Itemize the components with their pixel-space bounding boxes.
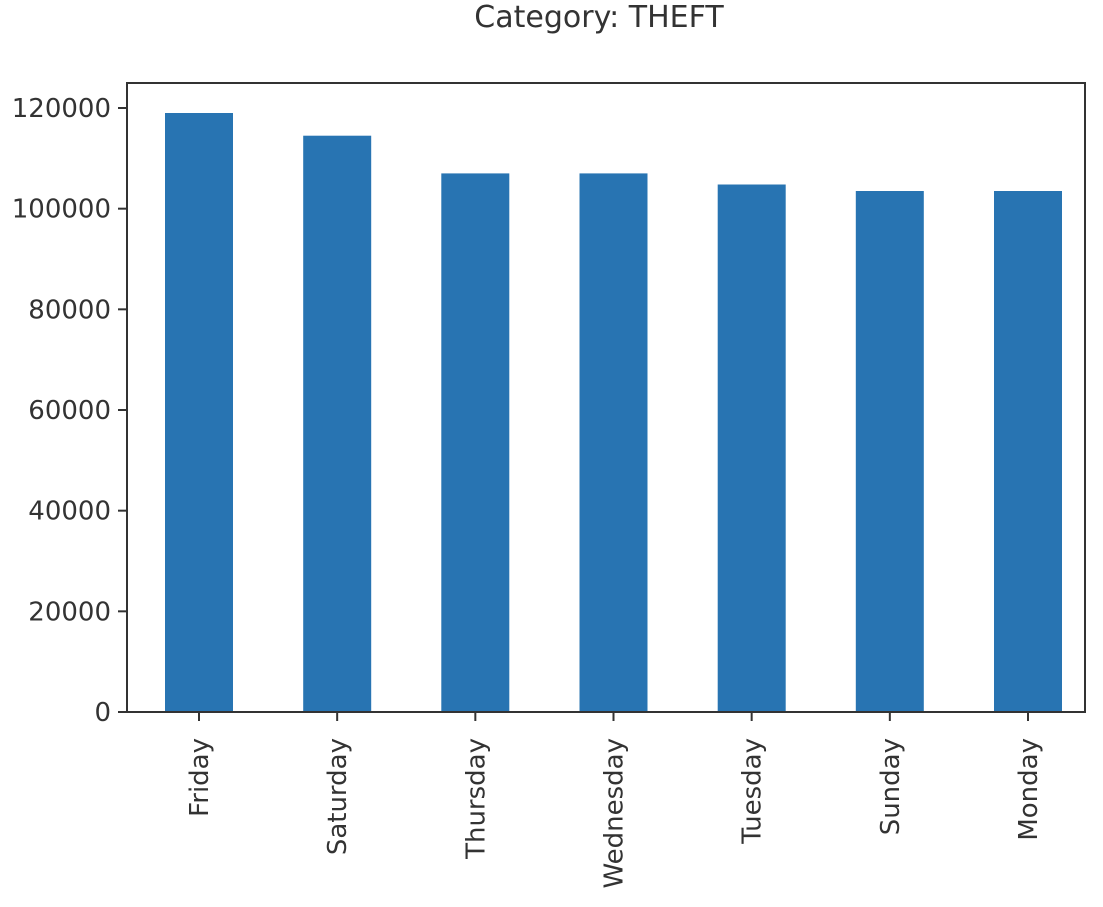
y-tick-label-20000: 20000 [28,597,111,627]
bar-friday [165,113,233,712]
chart-title: Category: THEFT [474,0,724,35]
bar-tuesday [717,184,786,712]
x-tick-label-saturday: Saturday [323,738,353,855]
x-tick-label-sunday: Sunday [876,738,906,835]
x-tick-label-monday: Monday [1014,738,1044,841]
y-tick-label-80000: 80000 [28,295,111,325]
plot-frame [126,82,1086,713]
bar-thursday [441,173,510,712]
x-tick-label-tuesday: Tuesday [738,738,768,845]
y-tick-label-0: 0 [94,698,111,728]
y-tick-label-120000: 120000 [12,94,111,124]
x-tick-label-friday: Friday [185,738,215,817]
x-axis: Friday Saturday Thursday Wednesday Tuesday Su… [185,712,1044,889]
y-axis: 0 20000 40000 60000 80000 100000 120000 [12,94,127,728]
y-tick-label-100000: 100000 [12,195,111,225]
bar-sunday [855,191,924,712]
bar-wednesday [579,173,648,712]
x-tick-label-wednesday: Wednesday [600,738,630,889]
y-tick-label-40000: 40000 [28,497,111,527]
x-tick-label-thursday: Thursday [461,738,491,860]
bar-saturday [303,135,372,712]
bars-group [165,113,1062,712]
y-tick-label-60000: 60000 [28,396,111,426]
bar-monday [994,191,1062,712]
